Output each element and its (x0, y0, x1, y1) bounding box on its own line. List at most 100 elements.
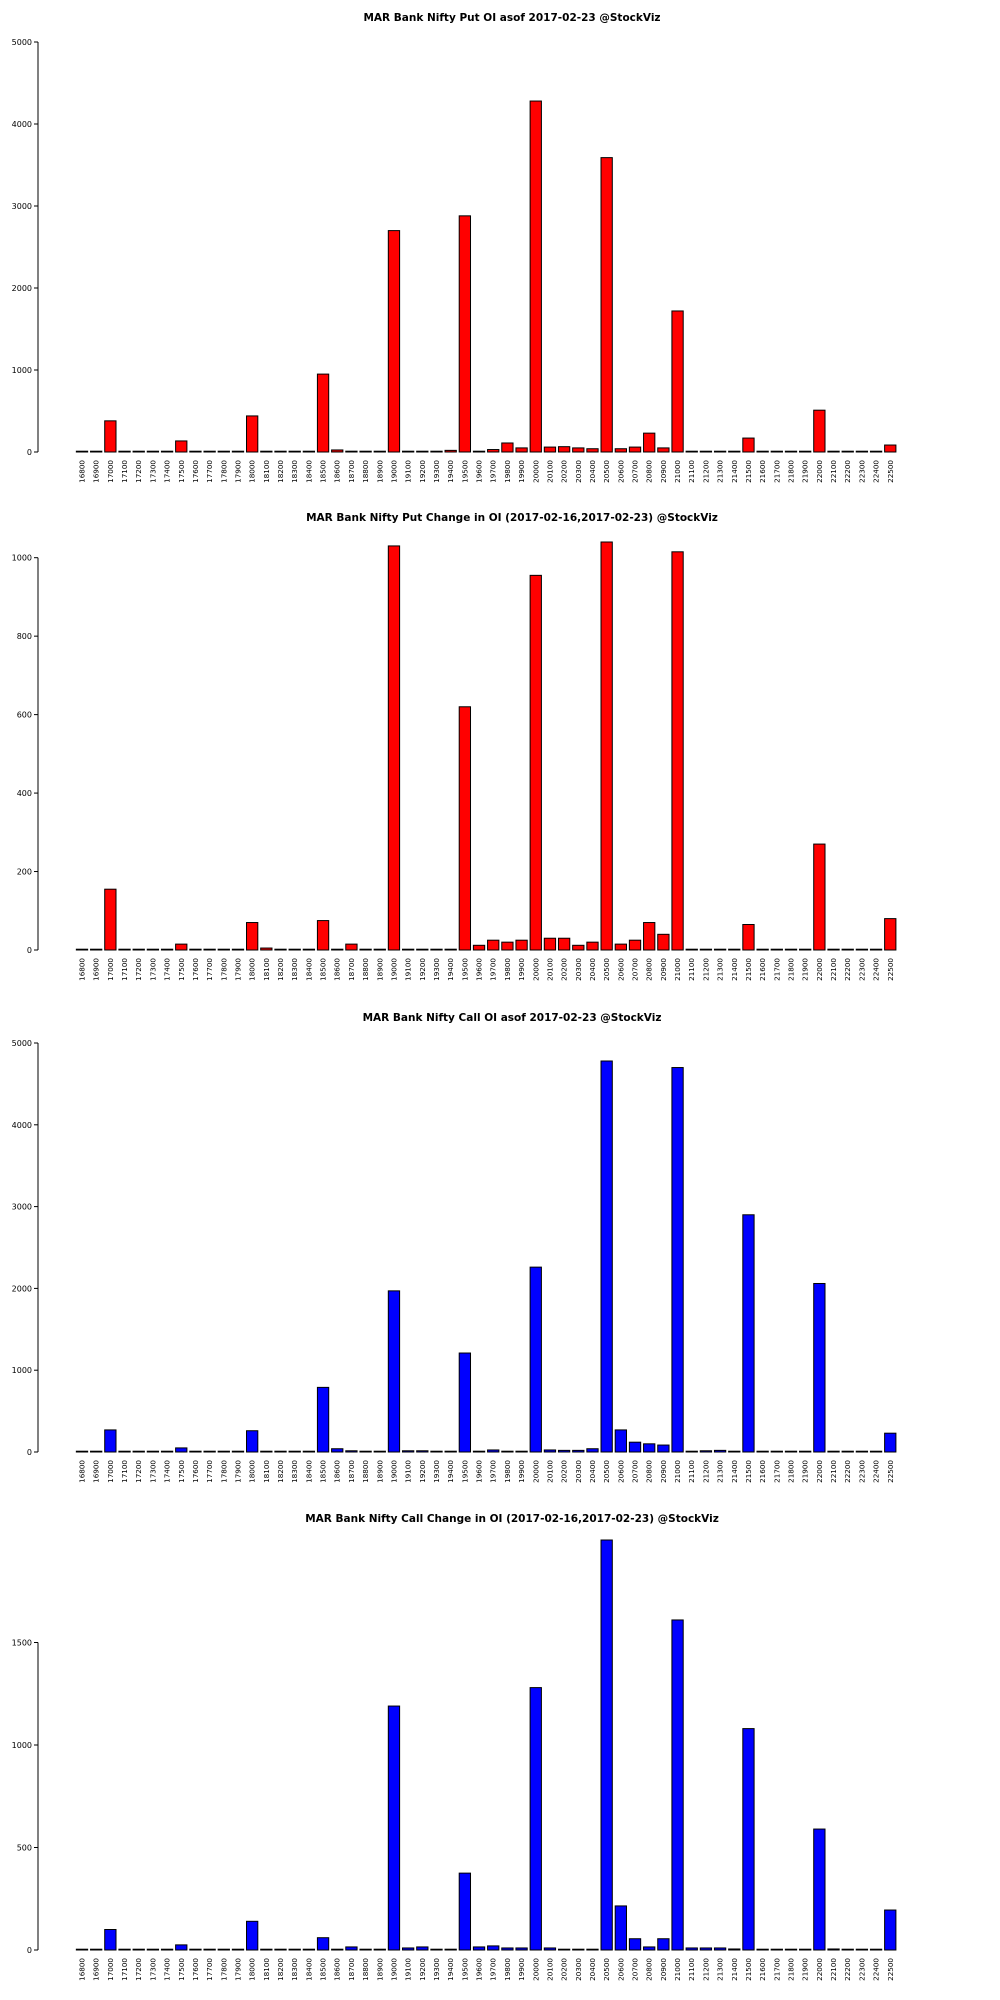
x-tick-label: 21300 (716, 1460, 725, 1483)
x-tick-label: 18800 (361, 1460, 370, 1483)
x-tick-label: 20700 (631, 460, 640, 483)
x-tick-label: 19300 (432, 460, 441, 483)
bar (175, 440, 188, 453)
x-tick-label: 16900 (92, 1958, 101, 1981)
bar (444, 1948, 457, 1951)
x-tick-label: 21100 (687, 1460, 696, 1483)
bar (557, 1449, 571, 1453)
bar (160, 1450, 174, 1453)
bar (813, 409, 826, 453)
bar (246, 1430, 259, 1453)
bar (557, 937, 571, 951)
x-tick-label: 19500 (460, 1958, 469, 1981)
y-tick-label: 3000 (12, 1203, 32, 1212)
bar (90, 1948, 103, 1951)
x-tick-label: 18700 (347, 1958, 356, 1981)
x-tick-label: 17900 (233, 1460, 242, 1483)
bar (614, 1429, 627, 1453)
x-tick-label: 18000 (248, 1958, 257, 1981)
bar (288, 450, 301, 453)
bar (628, 446, 642, 453)
x-tick-label: 17100 (120, 460, 129, 483)
y-tick-label: 1500 (12, 1639, 32, 1648)
x-tick-label: 18700 (347, 1460, 356, 1483)
x-tick-label: 17200 (134, 460, 143, 483)
x-tick-label: 16900 (92, 460, 101, 483)
x-tick-label: 20700 (631, 1460, 640, 1483)
bar (572, 1449, 585, 1453)
bar (855, 1450, 869, 1453)
bar (160, 948, 174, 951)
x-tick-label: 19300 (432, 1958, 441, 1981)
x-tick-label: 17000 (106, 1460, 115, 1483)
x-tick-label: 18400 (304, 958, 313, 981)
bar (472, 1946, 486, 1951)
x-tick-label: 19500 (460, 1460, 469, 1483)
bar (472, 1450, 486, 1453)
bar (75, 948, 89, 951)
bar (288, 1948, 301, 1951)
bar (827, 1450, 840, 1453)
bar (841, 1450, 854, 1453)
bar (458, 215, 472, 453)
x-tick-label: 20300 (574, 460, 583, 483)
x-tick-label: 17500 (177, 460, 186, 483)
bar (713, 450, 727, 453)
bar (827, 948, 840, 951)
x-tick-label: 20800 (645, 460, 654, 483)
x-tick-label: 20000 (531, 1958, 540, 1981)
bar (529, 574, 542, 951)
bar (728, 1450, 741, 1453)
bar (643, 922, 656, 951)
y-tick-label: 500 (17, 1844, 32, 1853)
x-tick-label: 17400 (163, 1460, 172, 1483)
bar (671, 551, 684, 951)
x-tick-label: 21500 (744, 1460, 753, 1483)
x-tick-label: 20200 (560, 460, 569, 483)
x-tick-label: 21100 (687, 460, 696, 483)
bar (728, 948, 741, 951)
x-tick-label: 21400 (730, 1460, 739, 1483)
bar (359, 948, 372, 951)
x-tick-label: 21100 (687, 1958, 696, 1981)
bar (657, 1444, 670, 1453)
x-tick-label: 22500 (886, 460, 895, 483)
x-tick-label: 20300 (574, 1958, 583, 1981)
x-tick-label: 21400 (730, 1958, 739, 1981)
bar (444, 948, 457, 951)
x-tick-label: 18800 (361, 460, 370, 483)
x-tick-label: 21000 (673, 1958, 682, 1981)
x-tick-label: 21800 (787, 460, 796, 483)
bar (501, 1947, 514, 1951)
bar (416, 450, 429, 453)
x-tick-label: 21900 (801, 958, 810, 981)
x-tick-label: 22300 (857, 1958, 866, 1981)
x-tick-label: 17800 (219, 460, 228, 483)
x-tick-label: 19200 (418, 958, 427, 981)
x-tick-label: 17000 (106, 460, 115, 483)
bar (189, 948, 202, 951)
bar (217, 1948, 230, 1951)
bar (699, 450, 713, 453)
bar (231, 948, 245, 951)
x-tick-label: 18100 (262, 958, 271, 981)
x-tick-label: 17000 (106, 958, 115, 981)
bar (529, 1266, 542, 1453)
bar (799, 948, 812, 951)
x-tick-label: 20200 (560, 1460, 569, 1483)
bar (217, 1450, 230, 1453)
x-tick-label: 17300 (148, 958, 157, 981)
x-tick-label: 17600 (191, 460, 200, 483)
bar (784, 450, 798, 453)
bar (841, 450, 854, 453)
x-tick-label: 17400 (163, 460, 172, 483)
bar (288, 1450, 301, 1453)
bar (501, 941, 514, 951)
bar (572, 1948, 585, 1951)
x-tick-label: 19400 (446, 1460, 455, 1483)
x-tick-label: 21700 (772, 1958, 781, 1981)
bar (260, 1450, 273, 1453)
bar (345, 1946, 358, 1951)
x-tick-label: 20500 (602, 1460, 611, 1483)
chart-title: MAR Bank Nifty Call OI asof 2017-02-23 @… (363, 1012, 662, 1024)
